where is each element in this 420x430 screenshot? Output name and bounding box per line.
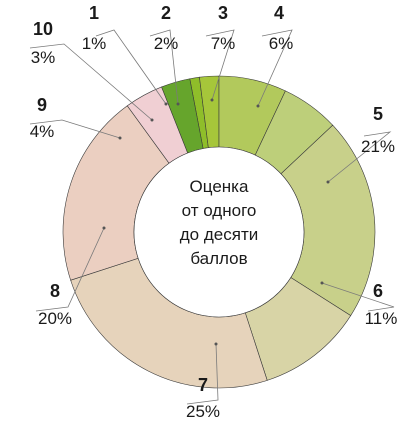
- leader-line-3: [205, 29, 235, 101]
- leader-line-9: [29, 119, 121, 139]
- percent-label-8: 20%: [38, 309, 72, 328]
- category-label-4: 4: [274, 3, 284, 23]
- percent-label-1: 1%: [82, 34, 107, 53]
- leader-line-10: [29, 43, 153, 121]
- percent-label-6: 11%: [365, 309, 398, 328]
- leader-line-5: [327, 131, 392, 183]
- percent-label-5: 21%: [361, 137, 395, 156]
- category-label-6: 6: [373, 281, 383, 301]
- center-line-1: Оценка: [190, 177, 249, 196]
- percent-label-10: 3%: [31, 48, 56, 67]
- percent-label-3: 7%: [211, 34, 236, 53]
- leader-dot-5: [326, 180, 330, 184]
- leader-dot-4: [256, 104, 260, 108]
- percent-label-2: 2%: [154, 34, 179, 53]
- leader-line-8: [35, 227, 105, 312]
- labels-group: 11%22%37%46%521%611%725%820%94%103%: [30, 3, 398, 421]
- leader-line-2: [149, 29, 179, 105]
- category-label-10: 10: [33, 19, 53, 39]
- leader-dot-8: [102, 226, 106, 230]
- leader-lines-group: [29, 29, 395, 405]
- center-line-2: от одного: [182, 201, 257, 220]
- percent-label-9: 4%: [30, 122, 55, 141]
- leader-line-1: [95, 29, 167, 105]
- leader-dot-6: [320, 281, 324, 285]
- leader-dot-3: [210, 98, 214, 102]
- donut-hole: [133, 146, 305, 318]
- category-label-9: 9: [37, 95, 47, 115]
- percent-label-4: 6%: [269, 34, 294, 53]
- category-label-7: 7: [198, 375, 208, 395]
- category-label-1: 1: [89, 3, 99, 23]
- category-label-3: 3: [218, 3, 228, 23]
- center-line-3: до десяти: [180, 225, 258, 244]
- leader-line-7: [186, 343, 219, 405]
- center-line-4: баллов: [190, 249, 247, 268]
- leader-line-4: [257, 29, 293, 107]
- leader-dot-7: [214, 342, 218, 346]
- leader-dot-10: [150, 118, 154, 122]
- leader-dot-1: [164, 102, 168, 106]
- leader-line-6: [321, 282, 395, 312]
- slices-group: [62, 75, 376, 389]
- leader-dot-9: [118, 136, 122, 140]
- leader-dot-2: [176, 102, 180, 106]
- category-label-5: 5: [373, 104, 383, 124]
- category-label-2: 2: [161, 3, 171, 23]
- percent-label-7: 25%: [186, 402, 220, 421]
- category-label-8: 8: [50, 281, 60, 301]
